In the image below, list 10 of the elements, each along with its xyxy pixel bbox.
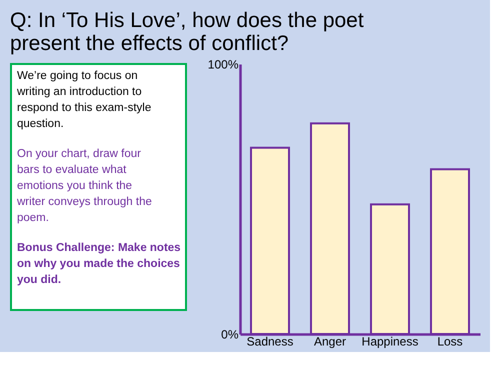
text: We’re going to focus on writing an introduction to respond to this exam-style question. — [16, 70, 152, 130]
x-tick-label: Happiness — [362, 334, 418, 348]
text: Bonus Challenge: Make notes on why you made the choices you did. — [17, 242, 181, 286]
y-tick-label: 100% — [208, 58, 239, 72]
y-tick-label: 0% — [221, 328, 239, 342]
text: On your chart, draw four bars to evaluate what emotions you think the writer conveys through the poem. — [16, 148, 152, 224]
chart-title: Q: In ‘To His Love’, how does the poet present the effects of conflict? — [10, 9, 364, 55]
x-tick-label: Anger — [314, 334, 346, 348]
x-tick-label: Loss — [437, 334, 463, 348]
x-tick-label: Sadness — [246, 334, 294, 348]
